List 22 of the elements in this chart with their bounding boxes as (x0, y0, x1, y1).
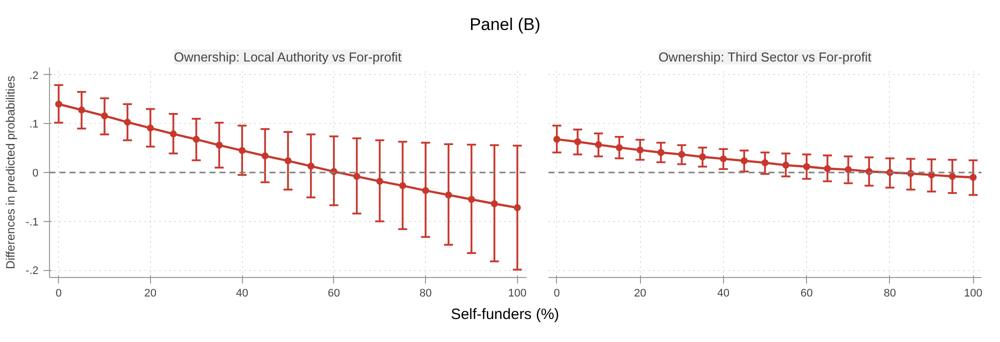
x-tick-label: 80 (884, 288, 896, 300)
x-tick-label: 60 (328, 288, 340, 300)
y-tick-label: .2 (29, 70, 39, 82)
y-tick-label: 0 (32, 168, 39, 180)
x-tick-label: 20 (144, 288, 157, 300)
x-tick-label: 0 (554, 288, 560, 300)
y-tick-label: -.2 (26, 265, 39, 278)
x-tick-label: 80 (419, 288, 432, 300)
x-tick-label: 40 (236, 288, 248, 300)
y-tick-label: -.1 (26, 216, 39, 228)
x-tick-label: 0 (56, 288, 62, 300)
x-axis-title: Self-funders (%) (450, 305, 560, 325)
chart-subtitle: Ownership: Third Sector vs For-profit (658, 50, 872, 64)
chart-title: Panel (B) (470, 14, 540, 36)
y-axis-title: Differences in predicted probabilities (4, 76, 18, 270)
chart-subtitle: Ownership: Local Authority vs For-profit (174, 50, 402, 64)
x-tick-label: 40 (717, 288, 730, 300)
x-tick-label: 20 (634, 288, 646, 300)
y-tick-label: .1 (29, 118, 39, 131)
x-tick-label: 100 (964, 288, 982, 300)
x-tick-label: 100 (508, 288, 527, 300)
x-tick-label: 60 (800, 288, 813, 300)
